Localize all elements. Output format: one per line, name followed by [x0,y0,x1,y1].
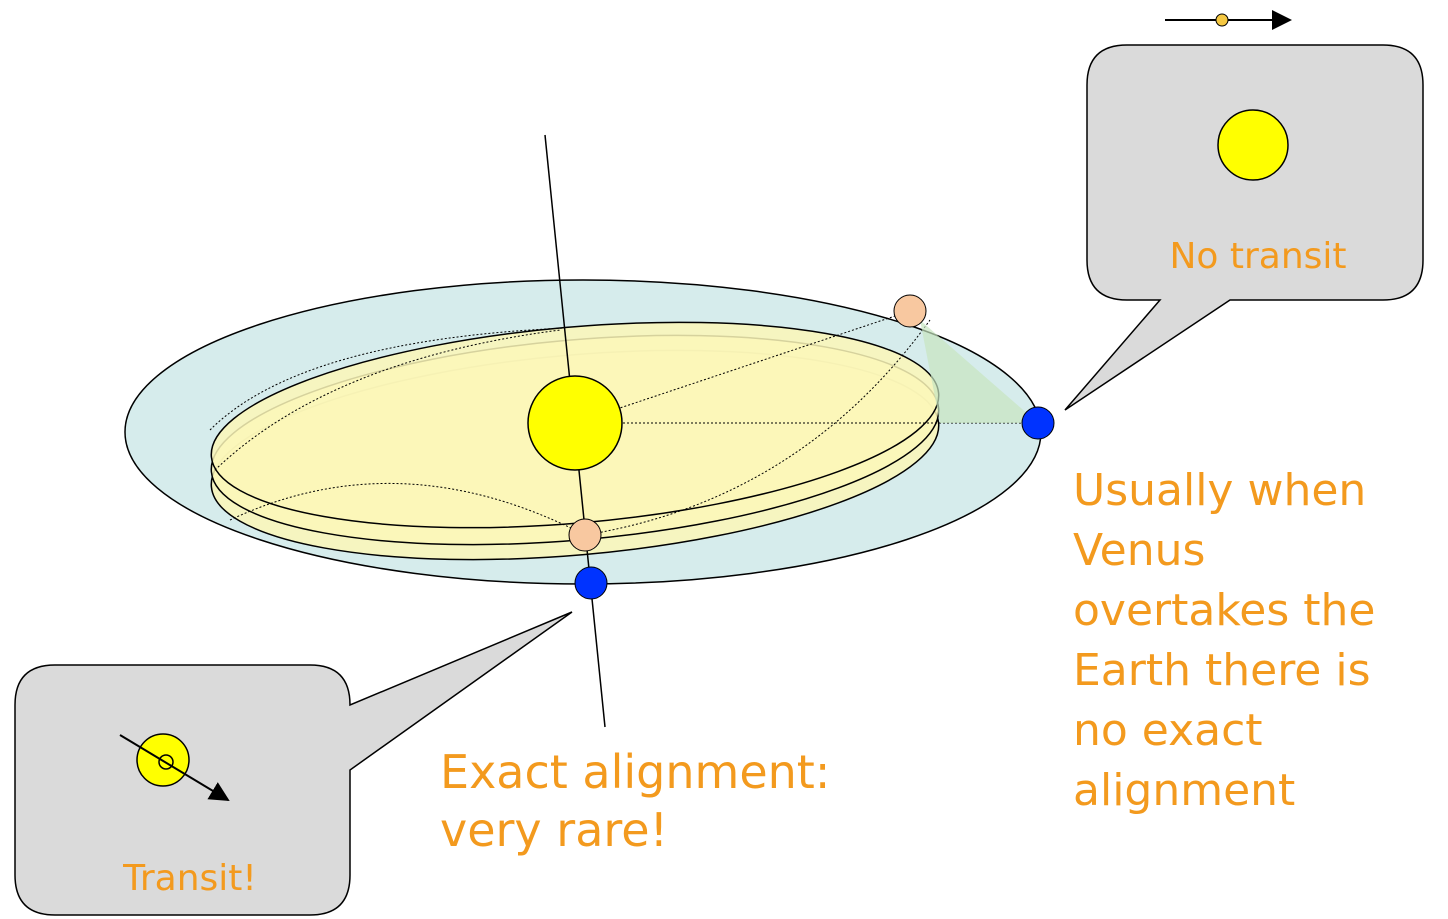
venus-icon [1216,14,1228,26]
venus [569,519,601,551]
earth [1022,407,1054,439]
offset-area [920,320,1038,423]
earth [575,567,607,599]
annotation: Usually when Venus overtakes the Earth ther… [1073,465,1375,816]
callout-label: No transit [1169,236,1346,277]
annotation-line: no exact [1073,705,1263,756]
sun-view [1218,110,1288,180]
sun [528,376,622,470]
annotation-line: alignment [1073,765,1295,816]
annotation-line: Usually when [1073,465,1366,516]
annotation-line: Earth there is [1073,645,1371,696]
callout-label: Transit! [122,858,257,899]
annotation-line: overtakes the [1073,585,1375,636]
annotation-line: very rare! [440,803,668,857]
venus [894,295,926,327]
diagram: No transit Transit! Exact alignment:very… [0,0,1448,919]
callout [1065,45,1423,410]
annotation: Exact alignment:very rare! [440,745,830,857]
annotation-line: Exact alignment: [440,745,830,799]
annotation-line: Venus [1073,525,1205,576]
